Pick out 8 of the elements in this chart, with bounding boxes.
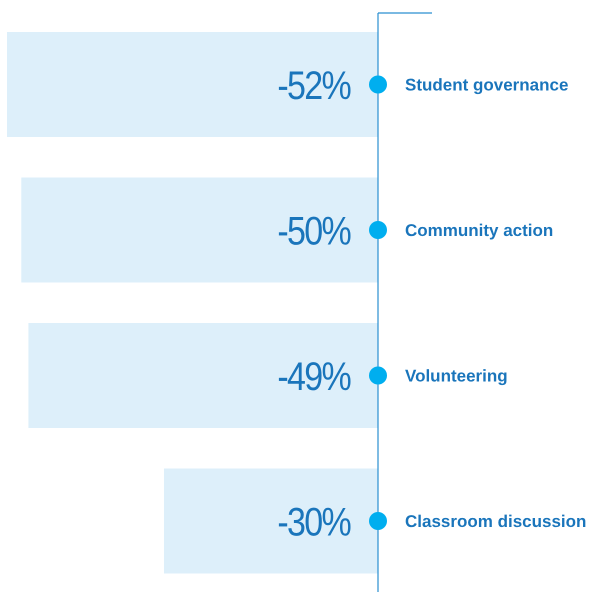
data-label: -52% — [277, 62, 351, 108]
data-label: -30% — [277, 498, 351, 544]
y-tick-label: Student governance — [405, 75, 568, 94]
y-tick-label: Classroom discussion — [405, 512, 586, 531]
y-tick-label: Volunteering — [405, 366, 508, 386]
y-tick-label: Community action — [405, 220, 554, 240]
data-label: -49% — [277, 353, 351, 399]
data-label: -50% — [277, 208, 351, 254]
